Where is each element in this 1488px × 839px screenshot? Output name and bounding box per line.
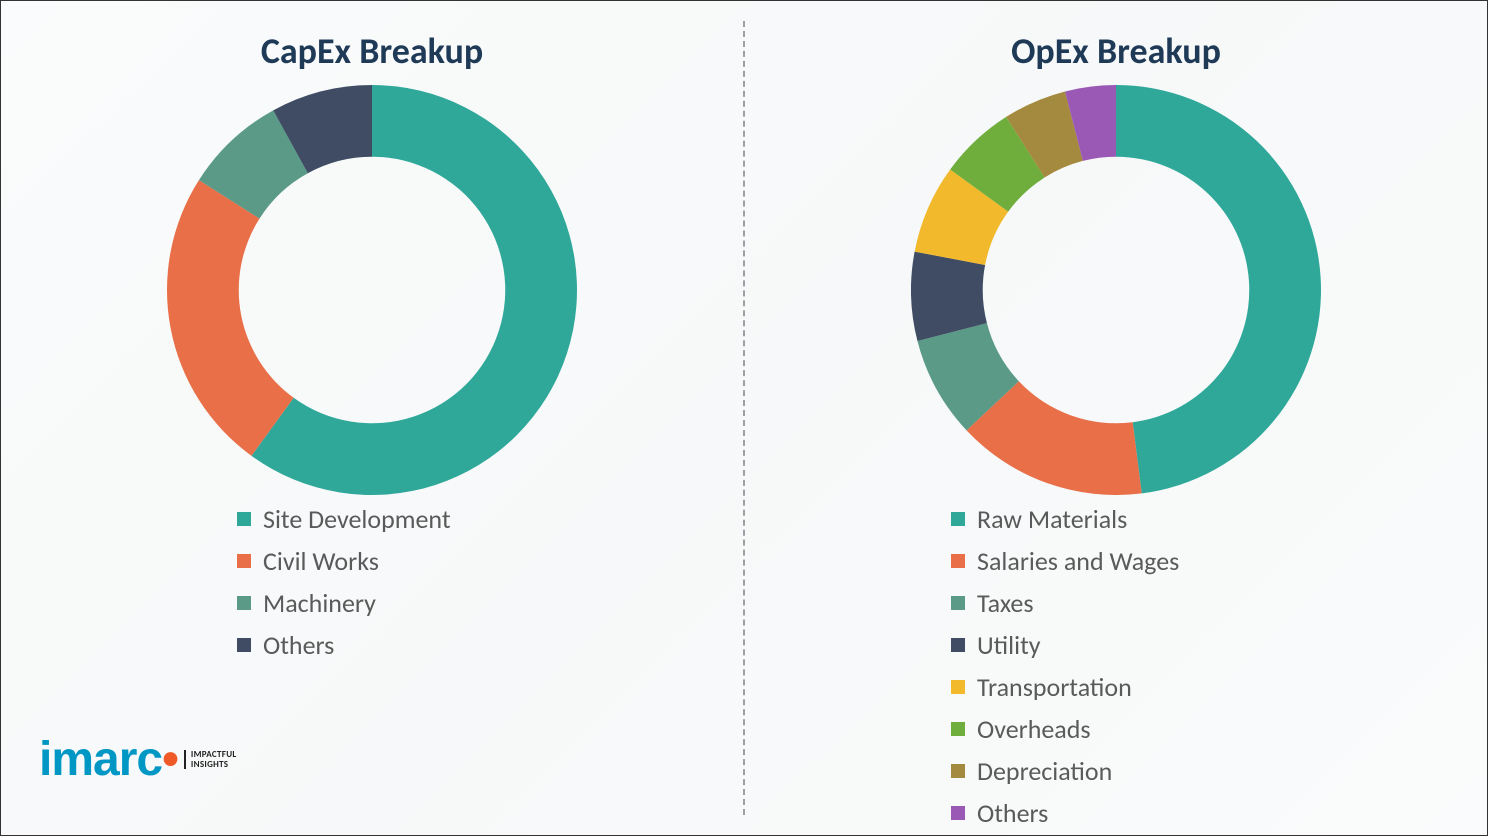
logo-dot-icon: • [162, 733, 178, 786]
brand-logo: imarc• IMPACTFUL INSIGHTS [39, 732, 236, 787]
legend-item: Salaries and Wages [951, 545, 1321, 577]
logo-brand: imarc [39, 733, 162, 786]
donut-slice [1116, 85, 1321, 493]
logo-tagline-2: INSIGHTS [191, 759, 228, 770]
logo-text: imarc• [39, 732, 178, 787]
legend-swatch-icon [951, 722, 965, 736]
legend-item: Civil Works [237, 545, 577, 577]
legend-item: Others [951, 797, 1321, 829]
legend-label: Raw Materials [977, 503, 1127, 535]
legend-item: Others [237, 629, 577, 661]
legend-swatch-icon [951, 554, 965, 568]
capex-title: CapEx Breakup [261, 29, 483, 73]
legend-swatch-icon [237, 512, 251, 526]
legend-label: Taxes [977, 587, 1034, 619]
legend-item: Site Development [237, 503, 577, 535]
opex-legend: Raw Materials Salaries and Wages Taxes Util… [911, 503, 1321, 839]
legend-label: Machinery [263, 587, 376, 619]
opex-title: OpEx Breakup [1011, 29, 1221, 73]
legend-label: Transportation [977, 671, 1132, 703]
legend-label: Salaries and Wages [977, 545, 1179, 577]
legend-swatch-icon [951, 512, 965, 526]
legend-label: Site Development [263, 503, 451, 535]
legend-swatch-icon [237, 638, 251, 652]
legend-swatch-icon [951, 638, 965, 652]
legend-label: Others [263, 629, 334, 661]
legend-swatch-icon [951, 596, 965, 610]
capex-donut-chart [167, 85, 577, 495]
legend-item: Overheads [951, 713, 1321, 745]
legend-label: Overheads [977, 713, 1091, 745]
donut-slice [167, 180, 294, 456]
legend-item: Taxes [951, 587, 1321, 619]
legend-swatch-icon [237, 554, 251, 568]
legend-swatch-icon [237, 596, 251, 610]
legend-item: Raw Materials [951, 503, 1321, 535]
legend-label: Civil Works [263, 545, 379, 577]
legend-swatch-icon [951, 806, 965, 820]
capex-panel: CapEx Breakup Site Development Civil Work… [1, 1, 743, 835]
legend-item: Utility [951, 629, 1321, 661]
opex-donut-chart [911, 85, 1321, 495]
legend-label: Others [977, 797, 1048, 829]
legend-swatch-icon [951, 680, 965, 694]
legend-item: Depreciation [951, 755, 1321, 787]
legend-item: Machinery [237, 587, 577, 619]
content-area: CapEx Breakup Site Development Civil Work… [1, 1, 1487, 835]
capex-legend: Site Development Civil Works Machinery Othe… [167, 503, 577, 671]
legend-label: Depreciation [977, 755, 1112, 787]
opex-panel: OpEx Breakup Raw Materials Salaries and W… [745, 1, 1487, 835]
legend-label: Utility [977, 629, 1041, 661]
legend-swatch-icon [951, 764, 965, 778]
logo-tagline: IMPACTFUL INSIGHTS [184, 750, 237, 769]
legend-item: Transportation [951, 671, 1321, 703]
